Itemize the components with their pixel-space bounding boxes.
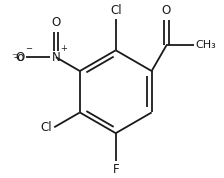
Text: Cl: Cl [110,4,122,17]
Text: F: F [112,163,119,176]
Text: ⁻o: ⁻o [11,51,24,64]
Text: N: N [52,51,60,64]
Text: O: O [51,16,60,29]
Text: O: O [162,4,171,17]
Text: CH₃: CH₃ [196,40,216,50]
Text: O: O [16,51,25,64]
Text: +: + [60,44,67,53]
Text: Cl: Cl [41,121,52,134]
Text: –: – [13,52,18,62]
Text: −: − [25,44,32,53]
